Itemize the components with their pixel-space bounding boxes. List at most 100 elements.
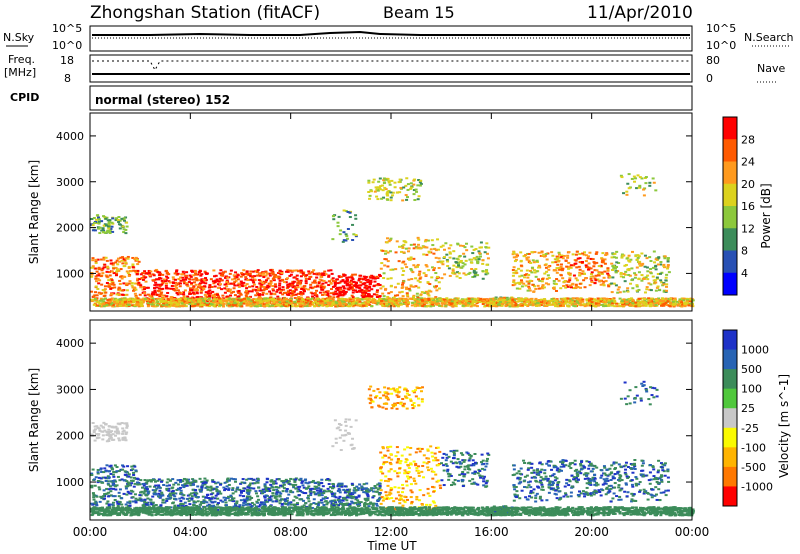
echo-cell	[206, 292, 210, 295]
echo-cell	[146, 300, 150, 303]
echo-cell	[232, 287, 236, 290]
echo-cell	[217, 280, 221, 283]
echo-cell	[92, 217, 96, 220]
echo-cell	[300, 288, 304, 291]
echo-cell	[249, 275, 253, 278]
echo-cell	[127, 475, 131, 478]
echo-cell	[141, 272, 145, 275]
echo-cell	[445, 259, 449, 262]
echo-cell	[278, 298, 282, 301]
echo-cell	[269, 269, 273, 272]
echo-cell	[121, 262, 125, 265]
echo-cell	[427, 294, 431, 297]
echo-cell	[274, 298, 278, 301]
echo-cell	[301, 273, 305, 276]
echo-cell	[304, 280, 308, 283]
echo-cell	[187, 299, 191, 302]
echo-cell	[96, 221, 100, 224]
echo-cell	[257, 294, 261, 297]
echo-cell	[654, 298, 658, 301]
echo-cell	[502, 299, 506, 302]
echo-cell	[456, 271, 460, 274]
echo-cell	[409, 297, 413, 300]
echo-cell	[536, 284, 540, 287]
echo-cell	[624, 270, 628, 273]
echo-cell	[146, 293, 150, 296]
echo-cell	[126, 504, 130, 507]
echo-cell	[130, 465, 134, 468]
echo-cell	[295, 274, 299, 277]
echo-cell	[590, 273, 594, 276]
echo-cell	[101, 267, 105, 270]
echo-cell	[236, 284, 240, 287]
echo-cell	[279, 305, 283, 308]
echo-cell	[574, 284, 578, 287]
echo-cell	[518, 287, 522, 290]
echo-cell	[301, 299, 305, 302]
echo-cell	[568, 302, 572, 305]
echo-cell	[331, 279, 335, 282]
echo-cell	[589, 302, 593, 305]
echo-cell	[340, 297, 344, 300]
echo-cell	[637, 297, 641, 300]
echo-cell	[172, 282, 176, 285]
echo-cell	[582, 279, 586, 282]
echo-cell	[388, 239, 392, 242]
echo-cell	[366, 281, 370, 284]
echo-cell	[637, 304, 641, 307]
colorbar-segment	[723, 250, 737, 274]
echo-cell	[354, 283, 358, 286]
echo-cell	[458, 254, 462, 257]
echo-cell	[136, 483, 140, 486]
echo-cell	[659, 302, 663, 305]
echo-cell	[154, 281, 158, 284]
echo-cell	[185, 297, 189, 300]
echo-cell	[298, 303, 302, 306]
echo-cell	[109, 494, 113, 497]
echo-cell	[683, 304, 687, 307]
echo-cell	[465, 242, 469, 245]
echo-cell	[471, 276, 475, 279]
echo-cell	[662, 300, 666, 303]
echo-cell	[296, 300, 300, 303]
echo-cell	[362, 304, 366, 307]
echo-cell	[327, 280, 331, 283]
echo-cell	[524, 253, 528, 256]
echo-cell	[438, 304, 442, 307]
echo-cell	[237, 292, 241, 295]
echo-cell	[304, 287, 308, 290]
echo-cell	[416, 300, 420, 303]
echo-cell	[386, 251, 390, 254]
echo-cell	[344, 210, 348, 213]
echo-cell	[279, 290, 283, 293]
echo-cell	[428, 299, 432, 302]
echo-cell	[567, 261, 571, 264]
echo-cell	[573, 262, 577, 265]
echo-cell	[578, 261, 582, 264]
echo-cell	[336, 221, 340, 224]
echo-cell	[98, 488, 102, 491]
echo-cell	[118, 304, 122, 307]
echo-cell	[424, 274, 428, 277]
echo-cell	[412, 189, 416, 192]
echo-cell	[387, 181, 391, 184]
echo-cell	[368, 279, 372, 282]
echo-cell	[415, 292, 419, 295]
echo-cell	[261, 304, 265, 307]
echo-cell	[601, 301, 605, 304]
echo-cell	[206, 296, 210, 299]
echo-cell	[302, 305, 306, 308]
echo-cell	[258, 296, 262, 299]
echo-cell	[271, 288, 275, 291]
echo-cell	[209, 300, 213, 303]
echo-cell	[551, 254, 555, 257]
echo-cell	[138, 303, 142, 306]
echo-cell	[220, 298, 224, 301]
echo-cell	[477, 258, 481, 261]
echo-cell	[389, 237, 393, 240]
echo-cell	[632, 305, 636, 308]
echo-cell	[112, 471, 116, 474]
echo-cell	[654, 304, 658, 307]
echo-cell	[122, 465, 126, 468]
echo-cell	[417, 274, 421, 277]
